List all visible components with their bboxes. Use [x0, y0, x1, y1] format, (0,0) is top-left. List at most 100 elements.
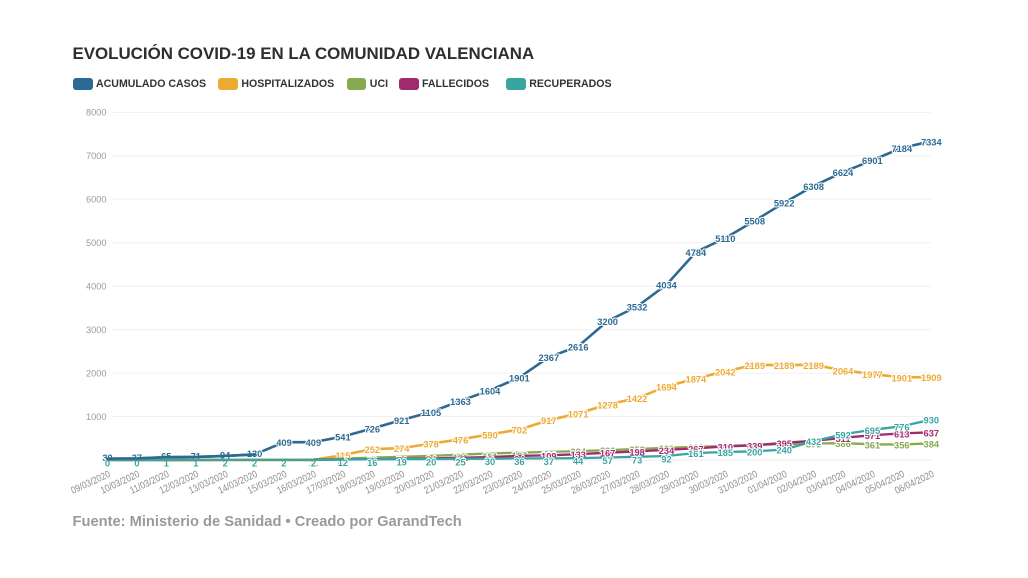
svg-text:361: 361	[865, 440, 881, 450]
svg-text:2: 2	[223, 458, 228, 468]
svg-text:1000: 1000	[86, 412, 106, 422]
svg-text:0: 0	[105, 459, 110, 469]
svg-text:11: 11	[308, 458, 318, 468]
svg-text:726: 726	[365, 425, 381, 435]
svg-text:69: 69	[485, 456, 495, 466]
svg-text:2189: 2189	[774, 361, 795, 371]
svg-text:3: 3	[252, 458, 257, 468]
svg-text:5922: 5922	[774, 199, 795, 209]
svg-text:8: 8	[311, 458, 316, 468]
svg-text:1909: 1909	[921, 373, 942, 383]
svg-text:0: 0	[134, 459, 139, 469]
svg-text:1: 1	[193, 459, 198, 469]
svg-text:7000: 7000	[86, 151, 106, 161]
svg-text:637: 637	[924, 428, 940, 438]
svg-text:2: 2	[281, 458, 286, 468]
svg-text:2042: 2042	[715, 367, 736, 377]
svg-text:274: 274	[394, 444, 410, 454]
svg-text:4034: 4034	[656, 281, 678, 291]
svg-text:25: 25	[455, 457, 465, 467]
svg-text:3000: 3000	[86, 325, 106, 335]
svg-text:2064: 2064	[833, 366, 855, 376]
svg-text:2616: 2616	[568, 342, 589, 352]
svg-text:1: 1	[164, 459, 169, 469]
svg-text:339: 339	[747, 441, 763, 451]
svg-text:1105: 1105	[421, 408, 441, 418]
svg-text:384: 384	[924, 439, 940, 449]
svg-text:6000: 6000	[86, 195, 106, 205]
svg-text:2: 2	[252, 458, 257, 468]
svg-text:2000: 2000	[86, 368, 106, 378]
svg-text:1604: 1604	[480, 386, 502, 396]
svg-text:1: 1	[164, 459, 169, 469]
svg-text:1901: 1901	[891, 373, 912, 383]
svg-text:6624: 6624	[833, 168, 855, 178]
svg-text:2: 2	[252, 458, 257, 468]
svg-text:5000: 5000	[86, 238, 106, 248]
svg-text:409: 409	[306, 438, 322, 448]
svg-text:7184: 7184	[891, 144, 913, 154]
svg-text:0: 0	[105, 459, 110, 469]
svg-text:7334: 7334	[921, 137, 943, 147]
svg-text:571: 571	[865, 431, 881, 441]
svg-text:200: 200	[747, 447, 763, 457]
svg-text:2: 2	[223, 458, 228, 468]
svg-text:2367: 2367	[538, 353, 559, 363]
svg-text:20: 20	[426, 458, 436, 468]
svg-text:1278: 1278	[597, 401, 618, 411]
svg-text:5110: 5110	[715, 234, 735, 244]
svg-text:240: 240	[776, 446, 792, 456]
svg-text:432: 432	[806, 437, 822, 447]
svg-text:1: 1	[164, 459, 169, 469]
svg-text:695: 695	[865, 426, 881, 436]
svg-text:917: 917	[541, 416, 557, 426]
svg-text:2: 2	[164, 458, 169, 468]
svg-text:476: 476	[453, 435, 469, 445]
svg-text:2: 2	[311, 458, 316, 468]
svg-text:252: 252	[365, 445, 381, 455]
svg-text:0: 0	[105, 459, 110, 469]
svg-text:1363: 1363	[450, 397, 471, 407]
svg-text:395: 395	[776, 439, 792, 449]
svg-text:6901: 6901	[862, 156, 883, 166]
svg-text:185: 185	[718, 448, 734, 458]
svg-text:5: 5	[281, 458, 286, 468]
svg-text:2: 2	[311, 458, 316, 468]
svg-text:57: 57	[602, 456, 612, 466]
svg-text:921: 921	[394, 416, 410, 426]
svg-text:4000: 4000	[86, 282, 106, 292]
svg-text:1422: 1422	[627, 394, 648, 404]
svg-text:16: 16	[367, 458, 377, 468]
svg-text:4784: 4784	[686, 248, 708, 258]
svg-text:9: 9	[281, 458, 286, 468]
svg-text:356: 356	[894, 441, 910, 451]
svg-text:30: 30	[485, 457, 495, 467]
svg-text:409: 409	[276, 438, 292, 448]
svg-text:1: 1	[193, 459, 198, 469]
svg-text:2: 2	[281, 458, 286, 468]
svg-text:6308: 6308	[803, 182, 824, 192]
svg-text:5508: 5508	[744, 217, 765, 227]
svg-text:0: 0	[134, 459, 139, 469]
svg-text:0: 0	[105, 459, 110, 469]
svg-text:19: 19	[397, 458, 407, 468]
svg-text:1: 1	[193, 459, 198, 469]
svg-text:1071: 1071	[568, 410, 589, 420]
svg-text:541: 541	[335, 433, 351, 443]
svg-text:310: 310	[718, 443, 734, 453]
svg-text:702: 702	[512, 426, 528, 436]
svg-text:1874: 1874	[686, 375, 708, 385]
svg-text:3532: 3532	[627, 303, 648, 313]
svg-text:590: 590	[482, 430, 498, 440]
svg-text:44: 44	[573, 457, 584, 467]
svg-text:198: 198	[629, 447, 645, 457]
svg-text:3200: 3200	[597, 317, 618, 327]
svg-text:0: 0	[134, 459, 139, 469]
svg-text:776: 776	[894, 422, 910, 432]
svg-text:161: 161	[688, 449, 704, 459]
svg-text:73: 73	[632, 455, 642, 465]
svg-text:2189: 2189	[744, 361, 765, 371]
svg-text:5: 5	[223, 458, 228, 468]
svg-text:2: 2	[223, 458, 228, 468]
svg-text:378: 378	[423, 440, 439, 450]
